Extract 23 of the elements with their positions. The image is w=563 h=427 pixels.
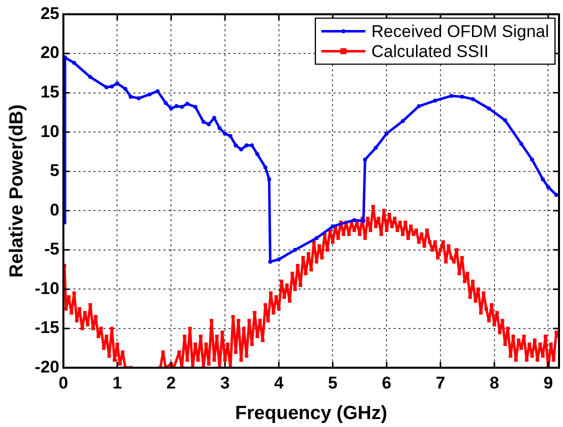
y-tick-label: 5 bbox=[50, 161, 60, 180]
x-axis-title: Frequency (GHz) bbox=[235, 402, 388, 424]
x-tick-label: 3 bbox=[220, 374, 230, 393]
y-tick-label: 10 bbox=[40, 122, 60, 141]
legend-label: Calculated SSII bbox=[371, 42, 489, 61]
x-tick-label: 9 bbox=[543, 374, 553, 393]
y-tick-label: -20 bbox=[34, 357, 60, 376]
x-tick-label: 4 bbox=[274, 374, 284, 393]
legend-label: Received OFDM Signal bbox=[371, 22, 550, 41]
x-tick-label: 7 bbox=[436, 374, 446, 393]
x-tick-label: 5 bbox=[328, 374, 338, 393]
x-tick-label: 6 bbox=[382, 374, 392, 393]
y-axis-title: Relative Power(dB) bbox=[6, 104, 28, 278]
y-tick-label: -5 bbox=[44, 240, 60, 259]
y-tick-label: 15 bbox=[40, 82, 60, 102]
y-tick-label: -15 bbox=[34, 318, 60, 338]
x-tick-label: 8 bbox=[490, 374, 500, 393]
y-tick-label: -10 bbox=[34, 278, 60, 298]
y-tick-label: 20 bbox=[40, 43, 60, 62]
y-tick-label: 25 bbox=[40, 4, 60, 23]
x-tick-label: 2 bbox=[166, 374, 176, 393]
x-tick-label: 1 bbox=[112, 374, 122, 393]
y-tick-label: 0 bbox=[50, 200, 60, 220]
